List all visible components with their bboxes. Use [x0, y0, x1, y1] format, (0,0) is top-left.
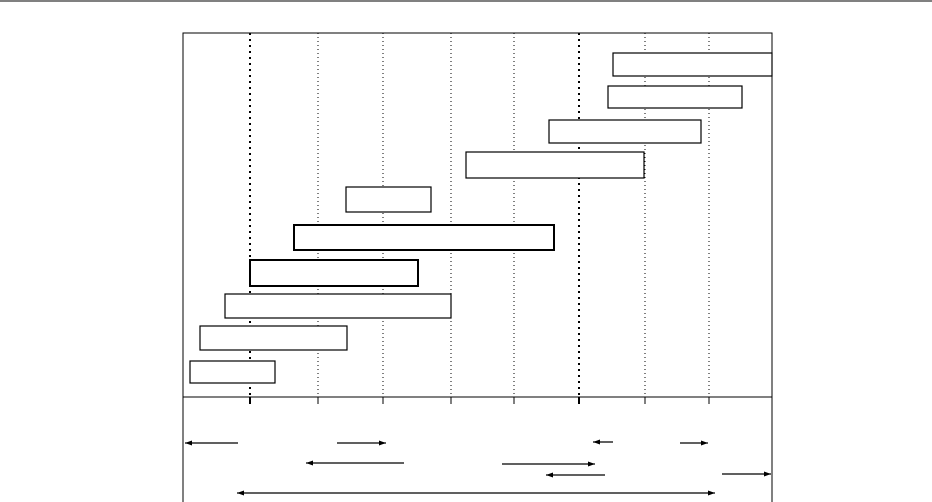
- interval-box: [189, 360, 276, 384]
- axis: [182, 397, 773, 502]
- interval-box: [249, 259, 419, 287]
- interval-box: [548, 119, 702, 144]
- intervals: [189, 52, 773, 384]
- interval-box: [607, 85, 743, 109]
- interval-box: [345, 186, 432, 213]
- interval-box: [224, 293, 452, 319]
- interval-box: [465, 151, 645, 179]
- interval-box: [199, 325, 348, 351]
- arrows: [185, 439, 771, 496]
- interval-box: [293, 224, 555, 251]
- interval-box: [612, 52, 773, 77]
